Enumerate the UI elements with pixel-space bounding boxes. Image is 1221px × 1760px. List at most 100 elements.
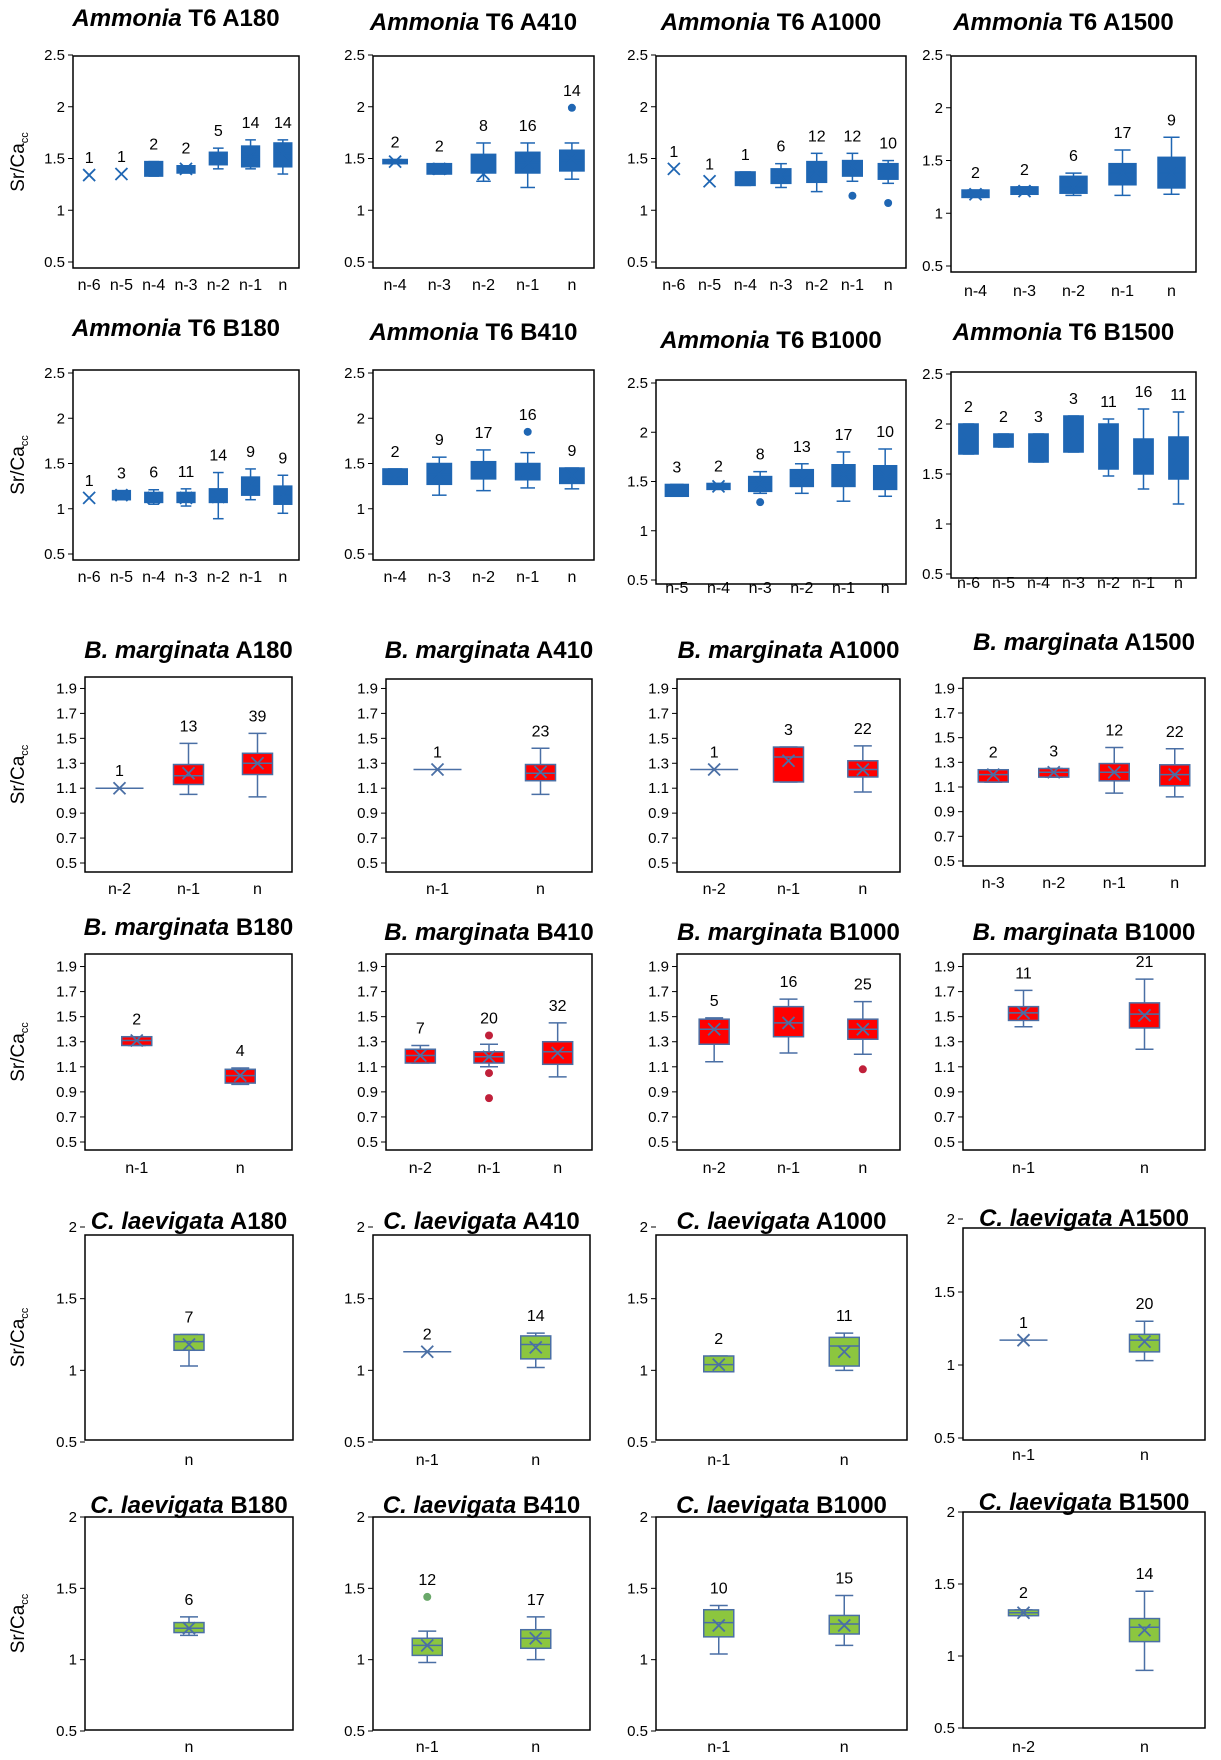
y-tick-label: 1.5: [934, 1284, 955, 1301]
x-tick-label: n-4: [384, 569, 407, 586]
y-axis-label: Sr/Cacc: [8, 132, 31, 192]
species-name: C. laevigata: [979, 1489, 1112, 1516]
y-tick-label: 1: [357, 202, 365, 219]
y-axis-label-sub: cc: [19, 1307, 31, 1319]
station-name: B1000: [822, 919, 899, 946]
y-axis-label: Sr/Cacc: [8, 744, 31, 804]
panel-title: C. laevigata A1500: [979, 1205, 1189, 1232]
panel: B. marginata A1500 0.5 0.7 0.9 1.1 1.3 1.5 1.7 1…: [934, 629, 1206, 892]
panel-title: B. marginata A1000: [678, 637, 900, 664]
mean-marker: [476, 464, 491, 478]
count-label: 32: [549, 998, 567, 1015]
plot-frame: [962, 1227, 1206, 1441]
x-tick-label: n-2: [805, 277, 828, 294]
x-tick-label: n: [185, 1739, 194, 1756]
y-tick-label: 1.9: [357, 959, 378, 976]
count-label: 2: [132, 1012, 141, 1029]
y-tick-label: 1.3: [934, 754, 955, 771]
x-tick-label: n-1: [777, 881, 800, 898]
x-tick-label: n-4: [1027, 575, 1050, 592]
y-tick-label: 2: [640, 99, 648, 116]
y-tick-label: 1: [357, 501, 365, 518]
x-tick-label: n-2: [1042, 875, 1065, 892]
station-name: B410: [530, 919, 594, 946]
mean-marker: [1137, 1623, 1152, 1637]
panel: B. marginata A180 0.5 0.7 0.9 1.1 1.3 1.5 1.7 1.…: [8, 637, 293, 898]
mean-marker: [432, 162, 446, 176]
y-tick-label: 1.5: [344, 1580, 365, 1597]
count-label: 16: [519, 407, 537, 424]
x-tick-label: n-1: [477, 1160, 500, 1177]
count-label: 1: [669, 144, 678, 161]
species-name: C. laevigata: [979, 1205, 1112, 1232]
mean-marker: [276, 488, 290, 502]
y-tick-label: 1: [640, 1362, 648, 1379]
mean-marker: [1168, 768, 1182, 782]
plot-frame: [962, 953, 1206, 1151]
plot-frame: [676, 953, 901, 1151]
count-label: 5: [710, 993, 719, 1010]
x-tick-label: n-3: [1013, 283, 1036, 300]
box: [841, 159, 863, 177]
y-tick-label: 0.5: [56, 1134, 77, 1151]
outlier-point: [756, 498, 765, 507]
mean-marker: [565, 468, 579, 482]
x-tick-label: n-1: [177, 881, 200, 898]
x-tick-label: n: [881, 580, 890, 597]
station-name: A410: [517, 1208, 580, 1235]
mean-marker: [781, 754, 796, 768]
mean-marker: [476, 167, 491, 181]
y-tick-label: 2: [640, 1509, 648, 1526]
y-tick-label: 0.5: [344, 1723, 365, 1740]
x-tick-label: n-1: [707, 1452, 730, 1469]
panel-title: Ammonia T6 B1000: [659, 327, 881, 354]
count-label: 10: [879, 136, 897, 153]
x-tick-label: n-5: [110, 569, 133, 586]
x-tick-label: n-2: [790, 580, 813, 597]
count-label: 14: [1136, 1566, 1154, 1583]
station-name: A1000: [823, 637, 900, 664]
y-tick-label: 2.5: [627, 375, 648, 392]
mean-marker: [1016, 1333, 1031, 1347]
mean-marker: [856, 762, 870, 777]
mean-marker: [211, 151, 225, 166]
x-tick-label: n-2: [108, 881, 131, 898]
x-tick-label: n-2: [409, 1160, 432, 1177]
y-tick-label: 1: [357, 1652, 365, 1669]
y-tick-label: 1.5: [627, 1291, 648, 1308]
y-tick-label: 2: [935, 416, 943, 433]
count-label: 2: [964, 399, 973, 416]
species-name: B. marginata: [384, 919, 529, 946]
panel-title: Ammonia T6 B1500: [952, 319, 1174, 346]
x-tick-label: n-1: [777, 1160, 800, 1177]
panel: Ammonia T6 A180 0.5 1 1.5 2 2.5 Sr/Cacc n-6 n-5 n…: [8, 5, 300, 294]
count-label: 2: [999, 409, 1008, 426]
count-label: 11: [1015, 965, 1032, 982]
y-axis-label-main: Sr/Ca: [8, 446, 29, 495]
x-tick-label: n-3: [769, 277, 792, 294]
count-label: 10: [710, 1580, 728, 1597]
mean-marker: [856, 1022, 870, 1036]
mean-marker: [996, 434, 1011, 448]
panel-title: B. marginata B1000: [973, 919, 1196, 946]
panel: Ammonia T6 B180 0.5 1 1.5 2 2.5 Sr/Cacc n-6 n-5 n…: [8, 315, 300, 586]
panel: C. laevigata B1500 0.5 1 1.5 2 n-2 n 2 14: [934, 1489, 1206, 1756]
mean-marker: [250, 756, 265, 770]
count-label: 3: [672, 459, 681, 476]
count-label: 3: [117, 466, 126, 483]
count-label: 12: [1105, 723, 1123, 740]
y-tick-label: 1.7: [648, 705, 669, 722]
plot-frame: [950, 55, 1197, 273]
mean-marker: [837, 1345, 851, 1359]
plot-frame: [962, 1511, 1206, 1729]
y-tick-label: 1.9: [357, 680, 378, 697]
x-tick-label: n-4: [142, 569, 165, 586]
box: [698, 1018, 730, 1045]
outlier-point: [485, 1069, 493, 1078]
panel: B. marginata B180 0.5 0.7 0.9 1.1 1.3 1.5 1.7 1.…: [8, 914, 293, 1177]
mean-marker: [388, 470, 402, 484]
x-tick-label: n: [567, 569, 576, 586]
y-axis-label-sub: cc: [19, 1022, 31, 1034]
count-label: 6: [185, 1592, 194, 1609]
mean-marker: [420, 1345, 434, 1359]
